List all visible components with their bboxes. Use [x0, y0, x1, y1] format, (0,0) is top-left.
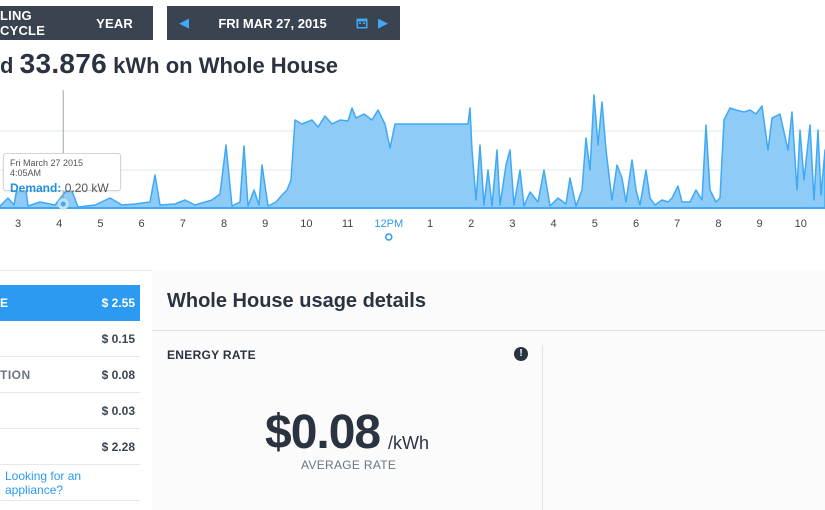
cost-row[interactable]: $ 2.28: [0, 429, 140, 465]
period-toggle: LING CYCLE YEAR: [0, 6, 153, 40]
cost-row[interactable]: TION $ 0.08: [0, 357, 140, 393]
x-tick-label: 3: [15, 218, 21, 230]
x-tick-label: 8: [221, 218, 227, 230]
cost-value: $ 2.55: [101, 295, 135, 310]
demand-area-series: [0, 94, 825, 209]
cost-value: $ 0.15: [101, 331, 135, 346]
x-tick-label: 2: [468, 218, 474, 230]
x-tick-label: 4: [56, 218, 62, 230]
year-button[interactable]: YEAR: [96, 15, 133, 31]
x-tick-label: 10: [300, 218, 312, 230]
sun-icon: [385, 233, 393, 241]
usage-details-panel: Whole House usage details ENERGY RATE ! …: [152, 270, 825, 510]
usage-headline: d 33.876 kWh on Whole House: [0, 48, 338, 80]
x-tick-label: 3: [509, 218, 515, 230]
cost-value: $ 2.28: [101, 439, 135, 454]
details-vertical-divider: [542, 345, 543, 510]
appliance-link[interactable]: Looking for an appliance?: [0, 465, 140, 501]
x-tick-label: 10: [795, 218, 807, 230]
headline-prefix: d: [0, 53, 14, 78]
x-tick-label: 7: [674, 218, 680, 230]
x-tick-label: 11: [342, 218, 353, 230]
x-tick-label: 4: [551, 218, 557, 230]
x-tick-label: 6: [139, 218, 145, 230]
calendar-icon[interactable]: [356, 17, 368, 29]
rate-unit: /kWh: [388, 433, 430, 453]
date-label[interactable]: FRI MAR 27, 2015: [218, 15, 327, 31]
cost-row[interactable]: $ 0.15: [0, 321, 140, 357]
x-tick-label: 8: [715, 218, 721, 230]
chevron-right-icon[interactable]: ▶: [378, 15, 388, 30]
info-icon[interactable]: !: [514, 347, 528, 361]
average-rate-value: $0.08: [265, 406, 381, 459]
cost-label: E: [0, 295, 9, 310]
cost-list: E $ 2.55 $ 0.15 TION $ 0.08 $ 0.03 $ 2.2…: [0, 285, 140, 501]
chevron-left-icon[interactable]: ◀: [179, 15, 189, 30]
x-tick-label: 7: [180, 218, 186, 230]
details-title: Whole House usage details: [167, 290, 426, 312]
average-rate-label: AVERAGE RATE: [301, 458, 397, 472]
cost-value: $ 0.08: [101, 367, 135, 382]
billing-cycle-button[interactable]: LING CYCLE: [0, 8, 46, 38]
cost-label: TION: [0, 367, 31, 382]
x-tick-label: 12PM: [374, 218, 403, 230]
cost-value: $ 0.03: [101, 403, 135, 418]
x-tick-label: 9: [262, 218, 268, 230]
chart-tooltip: Fri March 27 2015 4:05AM Demand: 0.20 kW: [3, 153, 121, 195]
x-tick-label: 1: [427, 218, 433, 230]
headline-suffix: kWh on Whole House: [113, 53, 339, 78]
x-tick-label: 6: [633, 218, 639, 230]
headline-value: 33.876: [19, 48, 108, 79]
x-tick-label: 5: [592, 218, 598, 230]
cost-row[interactable]: $ 0.03: [0, 393, 140, 429]
hover-marker: [57, 198, 69, 210]
demand-chart-svg: 3 4 5 6 7 8 9 10 11 12PM 1 2 3 4 5 6 7 8 9 10: [0, 90, 825, 241]
tooltip-time: Fri March 27 2015 4:05AM: [10, 158, 84, 178]
tooltip-label: Demand:: [10, 181, 62, 195]
x-tick-label: 9: [757, 218, 763, 230]
cost-row[interactable]: E $ 2.55: [0, 285, 140, 321]
tooltip-value: 0.20 kW: [64, 181, 109, 195]
date-navigator: ◀ FRI MAR 27, 2015 ▶: [167, 6, 400, 40]
details-divider: [152, 330, 825, 331]
energy-rate-label: ENERGY RATE: [167, 348, 256, 362]
x-tick-label: 5: [97, 218, 103, 230]
demand-chart[interactable]: 3 4 5 6 7 8 9 10 11 12PM 1 2 3 4 5 6 7 8 9 10: [0, 90, 825, 250]
